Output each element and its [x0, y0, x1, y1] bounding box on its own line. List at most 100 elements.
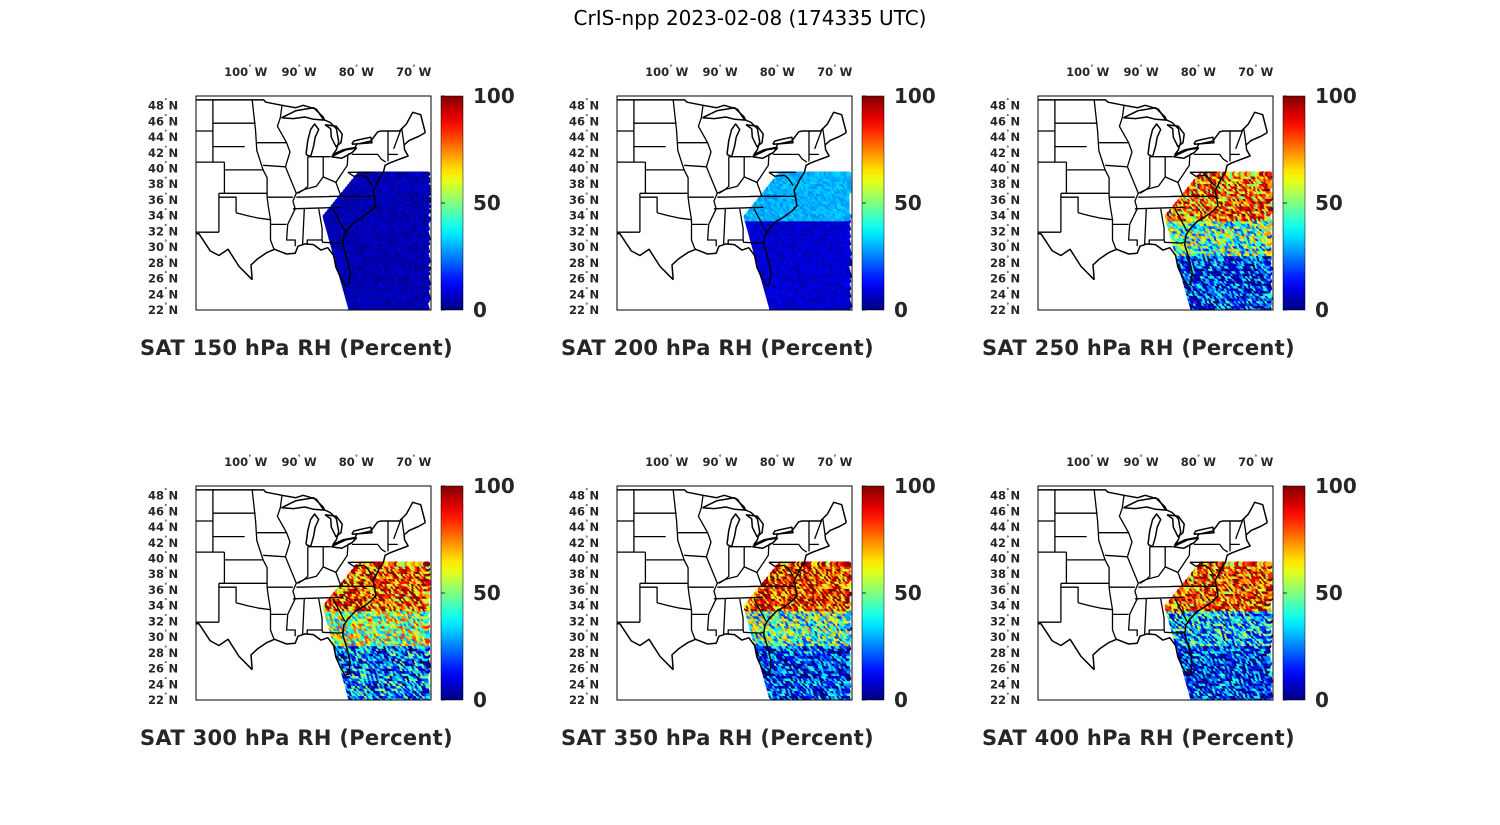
lat-tick-label: 44˚N — [569, 130, 599, 144]
lat-tick-label: 32˚N — [569, 224, 599, 238]
basemap — [196, 99, 427, 286]
state-boundary — [772, 153, 808, 163]
lat-tick-label: 24˚N — [569, 287, 599, 301]
lat-tick-label: 42˚N — [148, 146, 178, 160]
state-boundary — [218, 196, 237, 213]
map-frame — [616, 95, 853, 311]
great-lake — [281, 106, 326, 121]
state-boundary — [351, 153, 387, 163]
colorbar-tick-label: 0 — [894, 298, 908, 322]
lat-tick-label: 32˚N — [148, 224, 178, 238]
state-boundary — [332, 208, 346, 232]
rh-swath — [743, 171, 852, 310]
state-boundary — [639, 196, 658, 213]
panel-title: SAT 200 hPa RH (Percent) — [561, 336, 874, 360]
coastline — [250, 131, 426, 286]
state-boundary — [301, 208, 305, 245]
colorbar-tick-label: 100 — [473, 84, 515, 108]
great-lake — [745, 124, 764, 148]
lat-tick-label: 48˚N — [569, 99, 599, 113]
great-lake — [324, 124, 343, 148]
state-boundary — [722, 208, 726, 245]
lon-tick-label: 80˚ W — [339, 65, 375, 79]
state-boundary — [296, 154, 349, 194]
state-boundary — [306, 208, 323, 245]
lat-tick-label: 26˚N — [569, 272, 599, 286]
lon-tick-label: 80˚ W — [760, 65, 796, 79]
mexico-border — [196, 232, 253, 281]
swath-pixel — [425, 171, 431, 177]
state-boundary — [251, 99, 272, 220]
state-boundary — [756, 182, 763, 197]
state-boundary — [705, 142, 718, 247]
rh-map-panel-150: 100˚ W 90˚ W 80˚ W 70˚ W 48˚N 46˚N 44˚N 42˚N 40˚N 38˚… — [140, 60, 564, 360]
lat-tick-label: 40˚N — [148, 161, 178, 175]
great-lake — [772, 136, 794, 145]
lat-tick-label: 28˚N — [148, 256, 178, 270]
lat-tick-label: 42˚N — [569, 146, 599, 160]
great-lake — [351, 136, 373, 145]
lon-tick-label: 100˚ W — [645, 65, 689, 79]
great-lake — [726, 123, 741, 158]
great-lake — [751, 147, 779, 160]
state-boundary — [292, 206, 343, 210]
lon-tick-label: 70˚ W — [396, 65, 432, 79]
state-boundary — [256, 105, 288, 144]
lon-tick-label: 90˚ W — [702, 65, 738, 79]
coastline — [671, 131, 847, 286]
great-lake — [330, 147, 358, 160]
state-boundary — [297, 156, 309, 194]
lat-tick-label: 40˚N — [569, 161, 599, 175]
state-boundary — [263, 164, 286, 168]
state-boundary — [401, 128, 405, 146]
state-boundary — [656, 212, 697, 250]
figure-title: CrIS-npp 2023-02-08 (174335 UTC) — [573, 6, 927, 30]
lat-tick-label: 36˚N — [569, 193, 599, 207]
lat-tick-label: 22˚N — [148, 303, 178, 317]
state-boundary — [753, 208, 767, 232]
colorbar-tick-label: 50 — [894, 191, 922, 215]
state-boundary — [235, 212, 276, 250]
state-boundary — [347, 171, 373, 186]
lat-tick-label: 46˚N — [569, 114, 599, 128]
lat-tick-label: 38˚N — [569, 177, 599, 191]
great-lake — [702, 106, 747, 121]
basemap — [617, 99, 848, 286]
state-boundary — [713, 206, 764, 210]
state-boundary — [822, 128, 826, 146]
lat-tick-label: 48˚N — [148, 99, 178, 113]
state-boundary — [321, 239, 343, 244]
rh-swath — [1164, 171, 1273, 310]
lat-tick-label: 22˚N — [569, 303, 599, 317]
colorbar-tick-label: 100 — [894, 84, 936, 108]
lat-tick-label: 26˚N — [148, 272, 178, 286]
state-boundary — [768, 152, 774, 156]
state-boundary — [768, 171, 794, 186]
lat-tick-label: 36˚N — [148, 193, 178, 207]
state-boundary — [814, 128, 823, 150]
state-boundary — [718, 156, 730, 194]
lon-tick-label: 70˚ W — [817, 65, 853, 79]
lat-tick-label: 24˚N — [148, 287, 178, 301]
state-boundary — [672, 99, 693, 220]
state-boundary — [727, 208, 744, 245]
colorbar-tick-label: 0 — [473, 298, 487, 322]
swath-pixel — [846, 171, 852, 177]
state-boundary — [677, 105, 709, 144]
map-frame — [195, 95, 432, 311]
rh-map-panel-200: 100˚ W 90˚ W 80˚ W 70˚ W 48˚N 46˚N 44˚N 42˚N 40˚N 38˚… — [561, 60, 985, 360]
great-lake — [305, 123, 320, 158]
panel-title: SAT 150 hPa RH (Percent) — [140, 336, 453, 360]
mexico-border — [617, 232, 674, 281]
lat-tick-label: 30˚N — [569, 240, 599, 254]
state-boundary — [347, 152, 353, 156]
lon-tick-label: 100˚ W — [224, 65, 268, 79]
state-boundary — [684, 164, 707, 168]
rh-map-panel-250: 100˚ W 90˚ W 80˚ W 70˚ W 48˚N 46˚N 44˚N 42˚N 40˚N 38˚… — [982, 60, 1406, 360]
lat-tick-label: 30˚N — [148, 240, 178, 254]
rh-swath — [322, 171, 431, 310]
state-boundary — [717, 154, 770, 194]
colorbar-tick-label: 50 — [473, 191, 501, 215]
state-boundary — [393, 128, 402, 150]
lat-tick-label: 34˚N — [148, 209, 178, 223]
